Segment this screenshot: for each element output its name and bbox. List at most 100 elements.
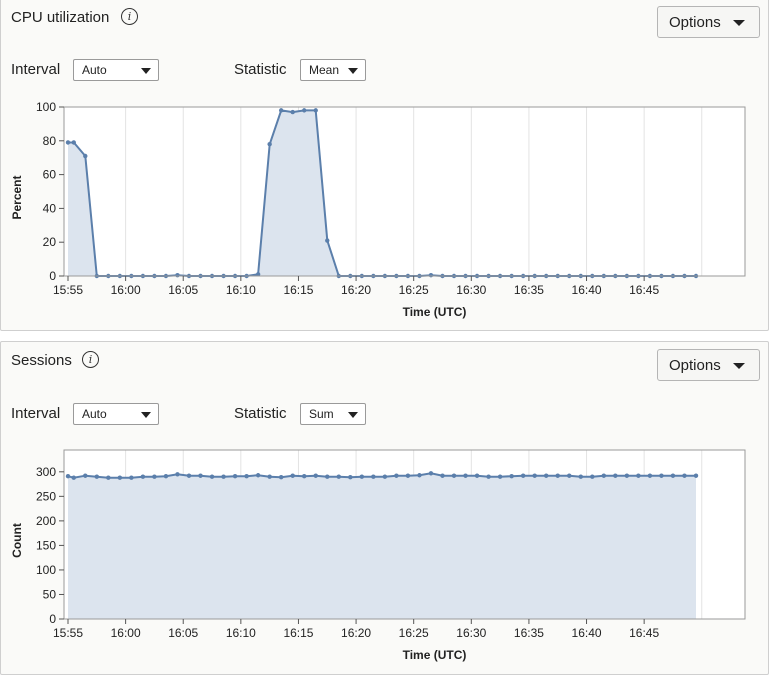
- x-tick-label: 16:25: [399, 283, 429, 297]
- data-point: [244, 474, 249, 479]
- data-point: [670, 473, 676, 478]
- chevron-down-icon: [733, 363, 745, 369]
- x-tick-label: 15:55: [53, 283, 83, 297]
- data-point: [520, 473, 526, 478]
- y-tick-label: 0: [49, 612, 56, 626]
- cpu-utilization-chart: 0 20 40 60 80 100 15:55 16:00 16:05 16:10 16:15 16:…: [10, 100, 746, 319]
- sessions-statistic-label: Statistic: [234, 405, 287, 422]
- data-point: [428, 471, 434, 476]
- info-icon[interactable]: i: [82, 351, 99, 368]
- y-tick-label: 20: [43, 235, 57, 249]
- data-point: [371, 474, 376, 479]
- data-point: [255, 272, 261, 277]
- data-point: [567, 473, 572, 478]
- data-point: [152, 474, 157, 479]
- y-tick-label: 100: [36, 563, 56, 577]
- data-point: [221, 474, 226, 479]
- data-point: [290, 109, 295, 115]
- chevron-down-icon: [348, 412, 358, 418]
- y-tick-label: 250: [36, 489, 56, 503]
- sessions-panel-title: Sessions: [11, 352, 72, 369]
- data-point: [186, 473, 192, 478]
- x-tick-label: 16:40: [572, 283, 602, 297]
- data-point: [451, 473, 457, 478]
- sessions-interval-select[interactable]: Auto: [73, 403, 159, 425]
- data-point: [302, 108, 307, 113]
- data-point: [509, 474, 514, 479]
- data-point: [336, 474, 341, 479]
- cpu-statistic-select[interactable]: Mean: [300, 59, 366, 81]
- data-point: [659, 473, 664, 478]
- data-point: [65, 474, 71, 479]
- x-tick-label: 16:10: [226, 626, 256, 640]
- data-point: [117, 475, 123, 480]
- sessions-chart: 0 50 100 150 200 250 300 15:55 16:00 16:05 16:10 16…: [10, 449, 746, 662]
- data-point: [555, 473, 560, 478]
- series-area: [68, 473, 696, 619]
- chevron-down-icon: [348, 68, 358, 74]
- data-point: [278, 108, 284, 113]
- sessions-options-button[interactable]: Options: [657, 349, 760, 381]
- data-point: [71, 140, 76, 145]
- x-tick-label: 16:15: [283, 283, 313, 297]
- sessions-options-label: Options: [669, 356, 721, 374]
- data-point: [313, 108, 318, 113]
- cpu-options-label: Options: [669, 13, 721, 31]
- y-tick-label: 0: [49, 269, 56, 283]
- data-point: [394, 473, 399, 478]
- data-point: [417, 473, 422, 478]
- data-point: [94, 474, 100, 479]
- data-point: [175, 472, 180, 477]
- data-point: [382, 474, 388, 479]
- data-point: [647, 473, 653, 478]
- cpu-interval-select[interactable]: Auto: [73, 59, 159, 81]
- y-axis-label: Percent: [10, 175, 24, 219]
- x-tick-label: 16:20: [341, 283, 371, 297]
- info-icon[interactable]: i: [121, 8, 138, 25]
- data-point: [71, 475, 76, 480]
- sessions-statistic-value: Sum: [309, 407, 334, 421]
- x-axis-label: Time (UTC): [403, 648, 467, 662]
- x-tick-label: 15:55: [53, 626, 83, 640]
- x-tick-label: 16:30: [456, 626, 486, 640]
- cpu-panel-title: CPU utilization: [11, 9, 110, 26]
- data-point: [601, 473, 607, 478]
- data-point: [532, 473, 537, 478]
- data-point: [278, 475, 284, 480]
- data-point: [175, 272, 180, 278]
- x-tick-label: 16:35: [514, 283, 544, 297]
- cpu-interval-value: Auto: [82, 63, 107, 77]
- y-tick-label: 300: [36, 465, 56, 479]
- x-tick-label: 16:10: [226, 283, 256, 297]
- plot-frame: [63, 106, 746, 277]
- x-axis-label: Time (UTC): [403, 305, 467, 319]
- data-point: [682, 473, 687, 478]
- data-point: [590, 474, 595, 479]
- cpu-interval-label: Interval: [11, 61, 61, 78]
- data-point: [359, 474, 365, 479]
- data-point: [463, 473, 468, 478]
- chevron-down-icon: [141, 68, 151, 74]
- data-point: [325, 238, 330, 243]
- data-point: [348, 475, 353, 480]
- data-point: [636, 473, 641, 478]
- x-tick-label: 16:30: [456, 283, 486, 297]
- data-point: [474, 473, 480, 478]
- sessions-statistic-select[interactable]: Sum: [300, 403, 366, 425]
- y-tick-label: 80: [43, 134, 57, 148]
- plot-background: [64, 107, 745, 276]
- data-point: [302, 474, 307, 479]
- x-tick-label: 16:45: [629, 626, 659, 640]
- data-point: [544, 473, 549, 478]
- y-tick-label: 200: [36, 514, 56, 528]
- y-tick-label: 100: [36, 100, 56, 114]
- data-point: [325, 474, 330, 479]
- y-tick-label: 40: [43, 201, 57, 215]
- data-point: [405, 473, 411, 478]
- cpu-statistic-value: Mean: [309, 63, 340, 77]
- cpu-options-button[interactable]: Options: [657, 6, 760, 38]
- x-tick-label: 16:00: [111, 283, 141, 297]
- data-point: [497, 474, 503, 479]
- x-tick-label: 16:35: [514, 626, 544, 640]
- data-point: [83, 153, 88, 159]
